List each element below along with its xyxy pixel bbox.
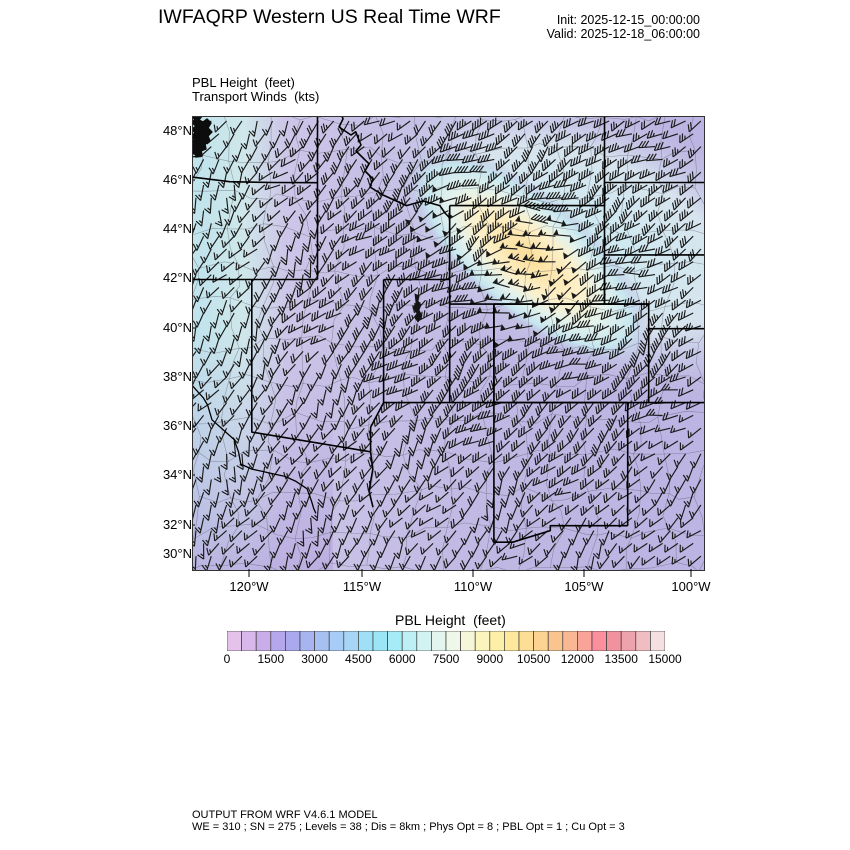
svg-text:44°N: 44°N bbox=[163, 221, 192, 236]
svg-text:7500: 7500 bbox=[433, 652, 460, 666]
svg-text:48°N: 48°N bbox=[163, 123, 192, 138]
svg-text:38°N: 38°N bbox=[163, 369, 192, 384]
svg-text:36°N: 36°N bbox=[163, 418, 192, 433]
svg-text:4500: 4500 bbox=[345, 652, 372, 666]
svg-text:115°W: 115°W bbox=[343, 579, 382, 594]
svg-text:40°N: 40°N bbox=[163, 320, 192, 335]
svg-text:13500: 13500 bbox=[605, 652, 639, 666]
svg-text:12000: 12000 bbox=[561, 652, 595, 666]
svg-text:6000: 6000 bbox=[389, 652, 416, 666]
svg-text:120°W: 120°W bbox=[229, 579, 269, 594]
svg-text:34°N: 34°N bbox=[163, 467, 192, 482]
svg-text:30°N: 30°N bbox=[163, 546, 192, 561]
svg-text:1500: 1500 bbox=[257, 652, 284, 666]
svg-text:100°W: 100°W bbox=[671, 579, 711, 594]
svg-text:32°N: 32°N bbox=[163, 517, 192, 532]
svg-text:42°N: 42°N bbox=[163, 270, 192, 285]
svg-text:105°W: 105°W bbox=[564, 579, 604, 594]
svg-text:9000: 9000 bbox=[476, 652, 503, 666]
svg-text:46°N: 46°N bbox=[163, 172, 192, 187]
svg-text:15000: 15000 bbox=[648, 652, 682, 666]
svg-text:10500: 10500 bbox=[517, 652, 551, 666]
svg-text:0: 0 bbox=[224, 652, 231, 666]
svg-text:3000: 3000 bbox=[301, 652, 328, 666]
svg-text:110°W: 110°W bbox=[454, 579, 493, 594]
